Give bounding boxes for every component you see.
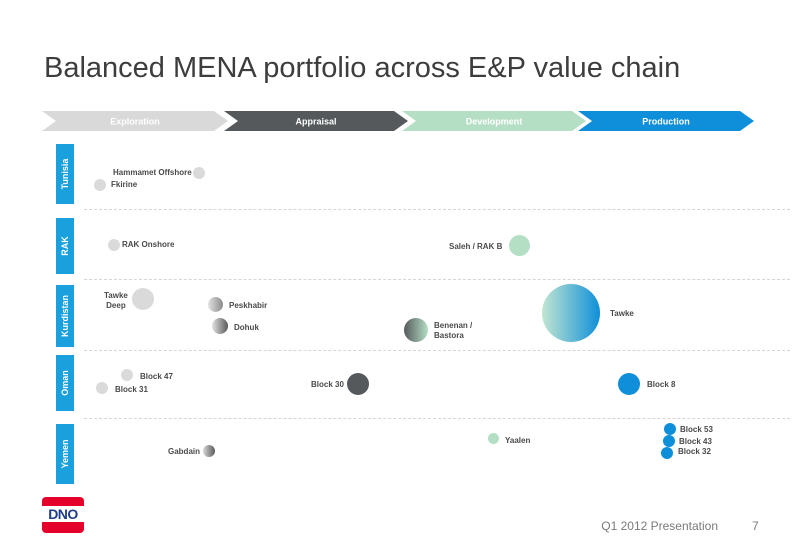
asset-label-rak-onshore: RAK Onshore [122, 240, 175, 249]
stage-label-appraisal: Appraisal [295, 117, 336, 127]
asset-bubble-block-47 [121, 369, 133, 381]
asset-bubble-benenan-bastora [404, 318, 428, 342]
asset-bubble-gabdain [203, 445, 215, 457]
stage-label-development: Development [466, 117, 523, 127]
asset-bubble-saleh-rak-b [509, 235, 530, 256]
asset-bubble-block-53 [664, 423, 676, 435]
asset-bubble-fkirine [94, 179, 106, 191]
page-number: 7 [752, 519, 759, 533]
country-tab-yemen: Yemen [56, 424, 74, 484]
stage-arrow-exploration [42, 111, 228, 131]
asset-bubble-block-32 [661, 447, 673, 459]
asset-bubble-rak-onshore [108, 239, 120, 251]
asset-label-fkirine: Fkirine [111, 180, 138, 189]
asset-bubble-tawke [542, 284, 600, 342]
asset-label-tawke-deep: Tawke Deep [104, 291, 128, 311]
country-label-tunisia: Tunisia [60, 158, 70, 190]
country-label-yemen: Yemen [60, 439, 70, 469]
asset-label-block-8: Block 8 [647, 380, 676, 389]
asset-label-tawke-deep-line-1: Tawke [104, 291, 128, 300]
country-label-oman: Oman [60, 370, 70, 396]
asset-bubble-block-43 [663, 435, 675, 447]
asset-label-dohuk: Dohuk [234, 323, 259, 332]
asset-bubble-hammamet-offshore [193, 167, 205, 179]
asset-bubble-block-8 [618, 373, 640, 395]
asset-label-block-32: Block 32 [678, 447, 711, 456]
country-label-rak: RAK [60, 236, 70, 256]
asset-label-block-53: Block 53 [680, 425, 713, 434]
country-tab-oman: Oman [56, 355, 74, 411]
asset-label-block-30: Block 30 [311, 380, 344, 389]
asset-bubble-block-31 [96, 382, 108, 394]
asset-label-peskhabir: Peskhabir [229, 301, 268, 310]
asset-label-gabdain: Gabdain [168, 447, 201, 456]
asset-label-benenan-bastora: Benenan / Bastora [434, 321, 472, 341]
country-label-kurdistan: Kurdistan [60, 294, 70, 338]
asset-label-benenan-bastora-line-2: Bastora [434, 331, 464, 340]
asset-label-benenan-bastora-line-1: Benenan / [434, 321, 473, 330]
stage-label-exploration: Exploration [110, 117, 160, 127]
asset-label-yaalen: Yaalen [505, 436, 531, 445]
stage-arrow-development [402, 111, 586, 131]
asset-bubble-peskhabir [208, 297, 223, 312]
asset-label-block-47: Block 47 [140, 372, 173, 381]
dno-logo-text: DNO [42, 506, 84, 522]
stage-arrow-production [578, 111, 754, 131]
asset-label-tawke-deep-line-2: Deep [106, 301, 126, 310]
asset-label-tawke: Tawke [610, 309, 634, 318]
page-title: Balanced MENA portfolio across E&P value… [44, 52, 681, 84]
country-tab-kurdistan: Kurdistan [56, 285, 74, 347]
country-tab-rak: RAK [56, 218, 74, 274]
asset-bubble-tawke-deep [132, 288, 154, 310]
asset-label-block-31: Block 31 [115, 385, 148, 394]
dno-logo: DNO [42, 497, 84, 533]
asset-label-block-43: Block 43 [679, 437, 712, 446]
row-divider [84, 350, 790, 351]
stage-arrow-appraisal [224, 111, 408, 131]
row-divider [84, 209, 790, 210]
asset-bubble-block-30 [347, 373, 369, 395]
asset-bubble-yaalen [488, 433, 499, 444]
asset-label-saleh-rak-b: Saleh / RAK B [449, 242, 503, 251]
asset-bubble-dohuk [212, 318, 228, 334]
asset-label-hammamet-offshore: Hammamet Offshore [113, 168, 192, 177]
stage-label-production: Production [642, 117, 690, 127]
row-divider [84, 279, 790, 280]
footer-presentation-label: Q1 2012 Presentation [601, 519, 718, 533]
country-tab-tunisia: Tunisia [56, 144, 74, 204]
row-divider [84, 418, 790, 419]
